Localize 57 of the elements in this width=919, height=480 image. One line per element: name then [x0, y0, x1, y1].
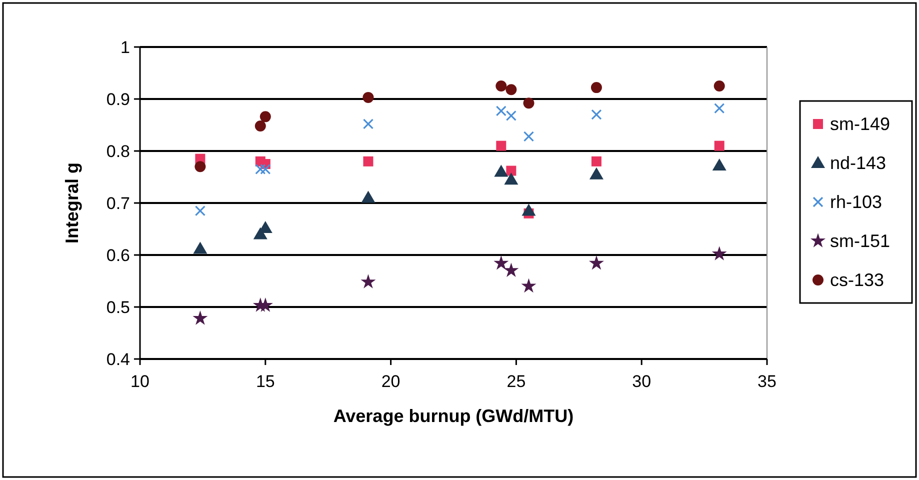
legend-label: sm-149: [830, 114, 890, 134]
point: [494, 164, 508, 177]
x-tick-label: 20: [381, 372, 400, 391]
point: [192, 310, 208, 325]
point: [523, 98, 534, 109]
point: [504, 172, 518, 185]
point: [193, 242, 208, 254]
legend-label: sm-151: [830, 231, 890, 251]
point: [360, 274, 376, 288]
point: [194, 206, 206, 216]
x-axis-title: Average burnup (GWd/MTU): [333, 406, 574, 426]
point: [254, 120, 266, 132]
y-tick-label: 0.6: [106, 246, 130, 265]
point: [362, 118, 374, 130]
point: [523, 131, 534, 142]
legend-label: rh-103: [830, 192, 882, 212]
legend-label: cs-133: [830, 270, 884, 290]
point: [712, 246, 727, 260]
point: [260, 111, 271, 122]
point: [522, 204, 536, 216]
point: [506, 166, 516, 176]
point: [591, 109, 602, 120]
point: [494, 255, 509, 270]
point: [255, 164, 266, 174]
point: [714, 140, 724, 151]
point: [363, 156, 374, 166]
point: [260, 164, 271, 174]
x-tick-label: 25: [506, 372, 526, 391]
y-tick-label: 0.7: [106, 194, 130, 213]
point: [506, 110, 516, 121]
point: [496, 140, 506, 151]
point: [496, 80, 507, 92]
point: [521, 278, 536, 293]
y-tick-label: 0.4: [106, 350, 130, 369]
x-tick-label: 30: [632, 372, 652, 391]
y-tick-label: 0.9: [106, 90, 130, 109]
y-axis-title: Integral g: [62, 162, 82, 244]
y-tick-label: 0.8: [106, 142, 130, 161]
point: [496, 106, 506, 116]
y-tick-label: 0.5: [106, 298, 130, 317]
point: [714, 103, 725, 114]
x-tick-label: 15: [256, 372, 275, 391]
point: [506, 84, 517, 96]
x-tick-label: 10: [130, 372, 150, 391]
x-tick-label: 35: [758, 372, 776, 391]
point: [589, 167, 604, 180]
point: [590, 82, 602, 94]
point: [361, 190, 376, 203]
point: [194, 161, 206, 172]
point: [588, 255, 604, 270]
point: [504, 262, 519, 277]
point: [362, 92, 374, 103]
point: [714, 80, 725, 92]
point: [712, 158, 726, 171]
point: [591, 156, 602, 166]
legend-label: nd-143: [830, 153, 886, 173]
y-tick-label: 1: [120, 38, 130, 57]
